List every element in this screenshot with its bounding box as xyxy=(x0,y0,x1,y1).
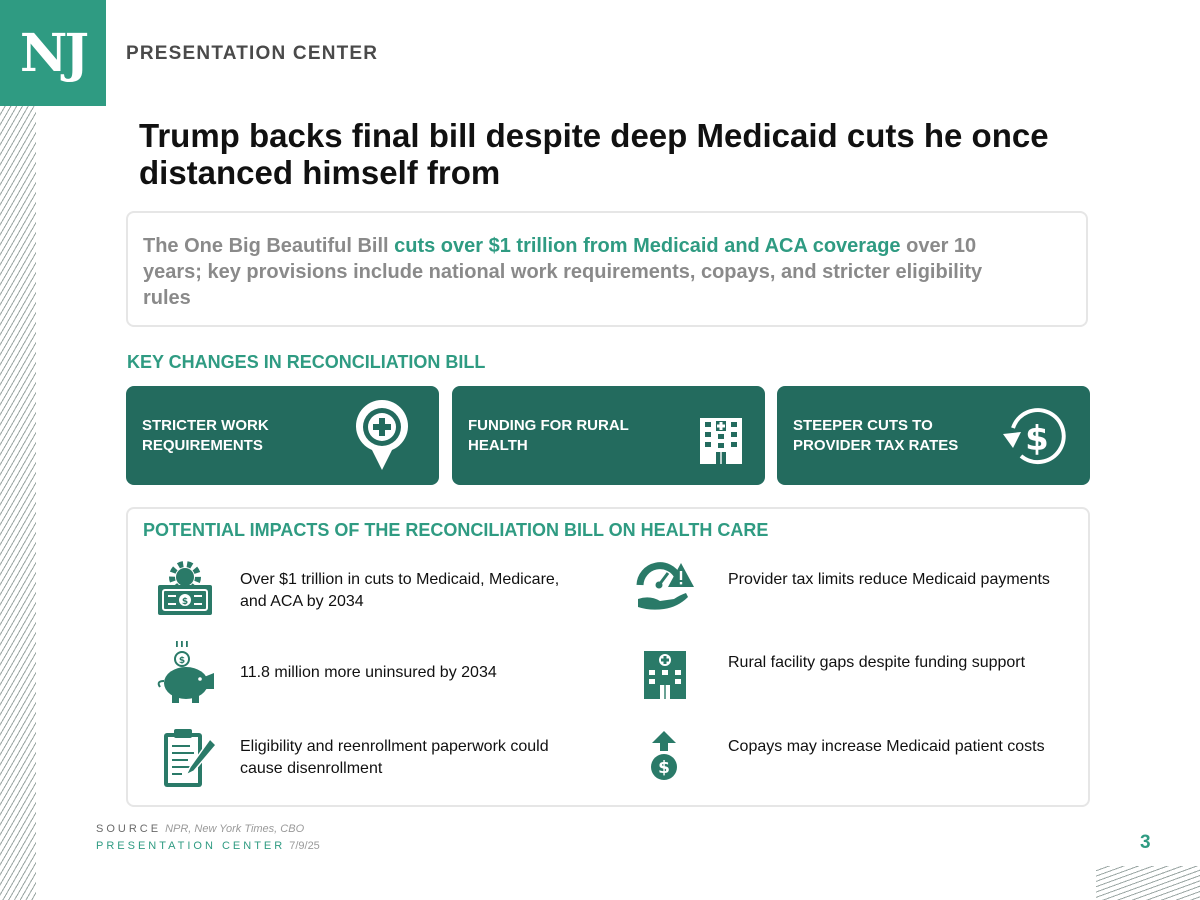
presentation-center-line: PRESENTATION CENTER 7/9/25 xyxy=(96,840,320,852)
page-number: 3 xyxy=(1140,832,1151,853)
hospital-icon xyxy=(644,651,686,699)
key-change-card-text: STRICTER WORK REQUIREMENTS xyxy=(142,417,269,454)
svg-text:$: $ xyxy=(182,597,188,607)
summary-box: The One Big Beautiful Bill cuts over $1 … xyxy=(126,211,1088,327)
logo-text: NJ xyxy=(19,22,89,84)
impact-item-text: Rural facility gaps despite funding supp… xyxy=(728,654,1026,671)
cost-up-icon: $ xyxy=(651,731,677,780)
svg-text:$: $ xyxy=(179,656,185,666)
impact-item-text: Over $1 trillion in cuts to Medicaid, Me… xyxy=(240,571,560,610)
decorative-hatch-left xyxy=(0,106,36,900)
piggy-bank-icon: $ xyxy=(157,641,214,703)
impacts-panel: POTENTIAL IMPACTS OF THE RECONCILIATION … xyxy=(126,507,1090,807)
key-change-card-work-requirements: STRICTER WORK REQUIREMENTS xyxy=(126,386,439,485)
impacts-title: POTENTIAL IMPACTS OF THE RECONCILIATION … xyxy=(143,520,769,540)
dollar-cycle-icon: $ xyxy=(1003,408,1066,465)
summary-suffix: over 10 years; key provisions include na… xyxy=(143,235,983,309)
summary-prefix: The One Big Beautiful Bill xyxy=(143,235,395,257)
money-gear-icon: $ xyxy=(158,561,212,615)
source-line: SOURCE NPR, New York Times, CBO xyxy=(96,823,304,835)
source-value: NPR, New York Times, CBO xyxy=(165,823,305,835)
nj-logo: NJ xyxy=(0,0,106,106)
clipboard-pen-icon xyxy=(164,729,218,787)
key-change-card-text: STEEPER CUTS TO PROVIDER TAX RATES xyxy=(793,417,959,454)
summary-highlight: cuts over $1 trillion from Medicaid and … xyxy=(394,235,901,257)
impact-item-text: Eligibility and reenrollment paperwork c… xyxy=(240,738,549,777)
impact-item-text: Provider tax limits reduce Medicaid paym… xyxy=(728,571,1050,588)
brand-name: PRESENTATION CENTER xyxy=(126,43,379,64)
impact-item-text: 11.8 million more uninsured by 2034 xyxy=(240,664,497,681)
gauge-warning-hand-icon xyxy=(636,562,694,610)
hospital-building-icon xyxy=(700,418,742,464)
key-change-card-provider-tax: STEEPER CUTS TO PROVIDER TAX RATES $ xyxy=(777,386,1090,485)
svg-text:$: $ xyxy=(658,758,670,778)
presentation-center-label: PRESENTATION CENTER xyxy=(96,840,286,852)
key-changes-label: KEY CHANGES IN RECONCILIATION BILL xyxy=(127,352,486,372)
footer-date: 7/9/25 xyxy=(289,840,320,852)
medical-pin-icon xyxy=(356,400,408,470)
key-change-card-text: FUNDING FOR RURAL HEALTH xyxy=(468,417,629,454)
svg-text:$: $ xyxy=(1025,419,1049,459)
key-change-card-rural-health: FUNDING FOR RURAL HEALTH xyxy=(452,386,765,485)
impact-item-text: Copays may increase Medicaid patient cos… xyxy=(728,738,1045,755)
source-label: SOURCE xyxy=(96,823,162,835)
slide-title: Trump backs final bill despite deep Medi… xyxy=(139,117,1049,191)
decorative-hatch-bottom-right xyxy=(1096,866,1200,900)
